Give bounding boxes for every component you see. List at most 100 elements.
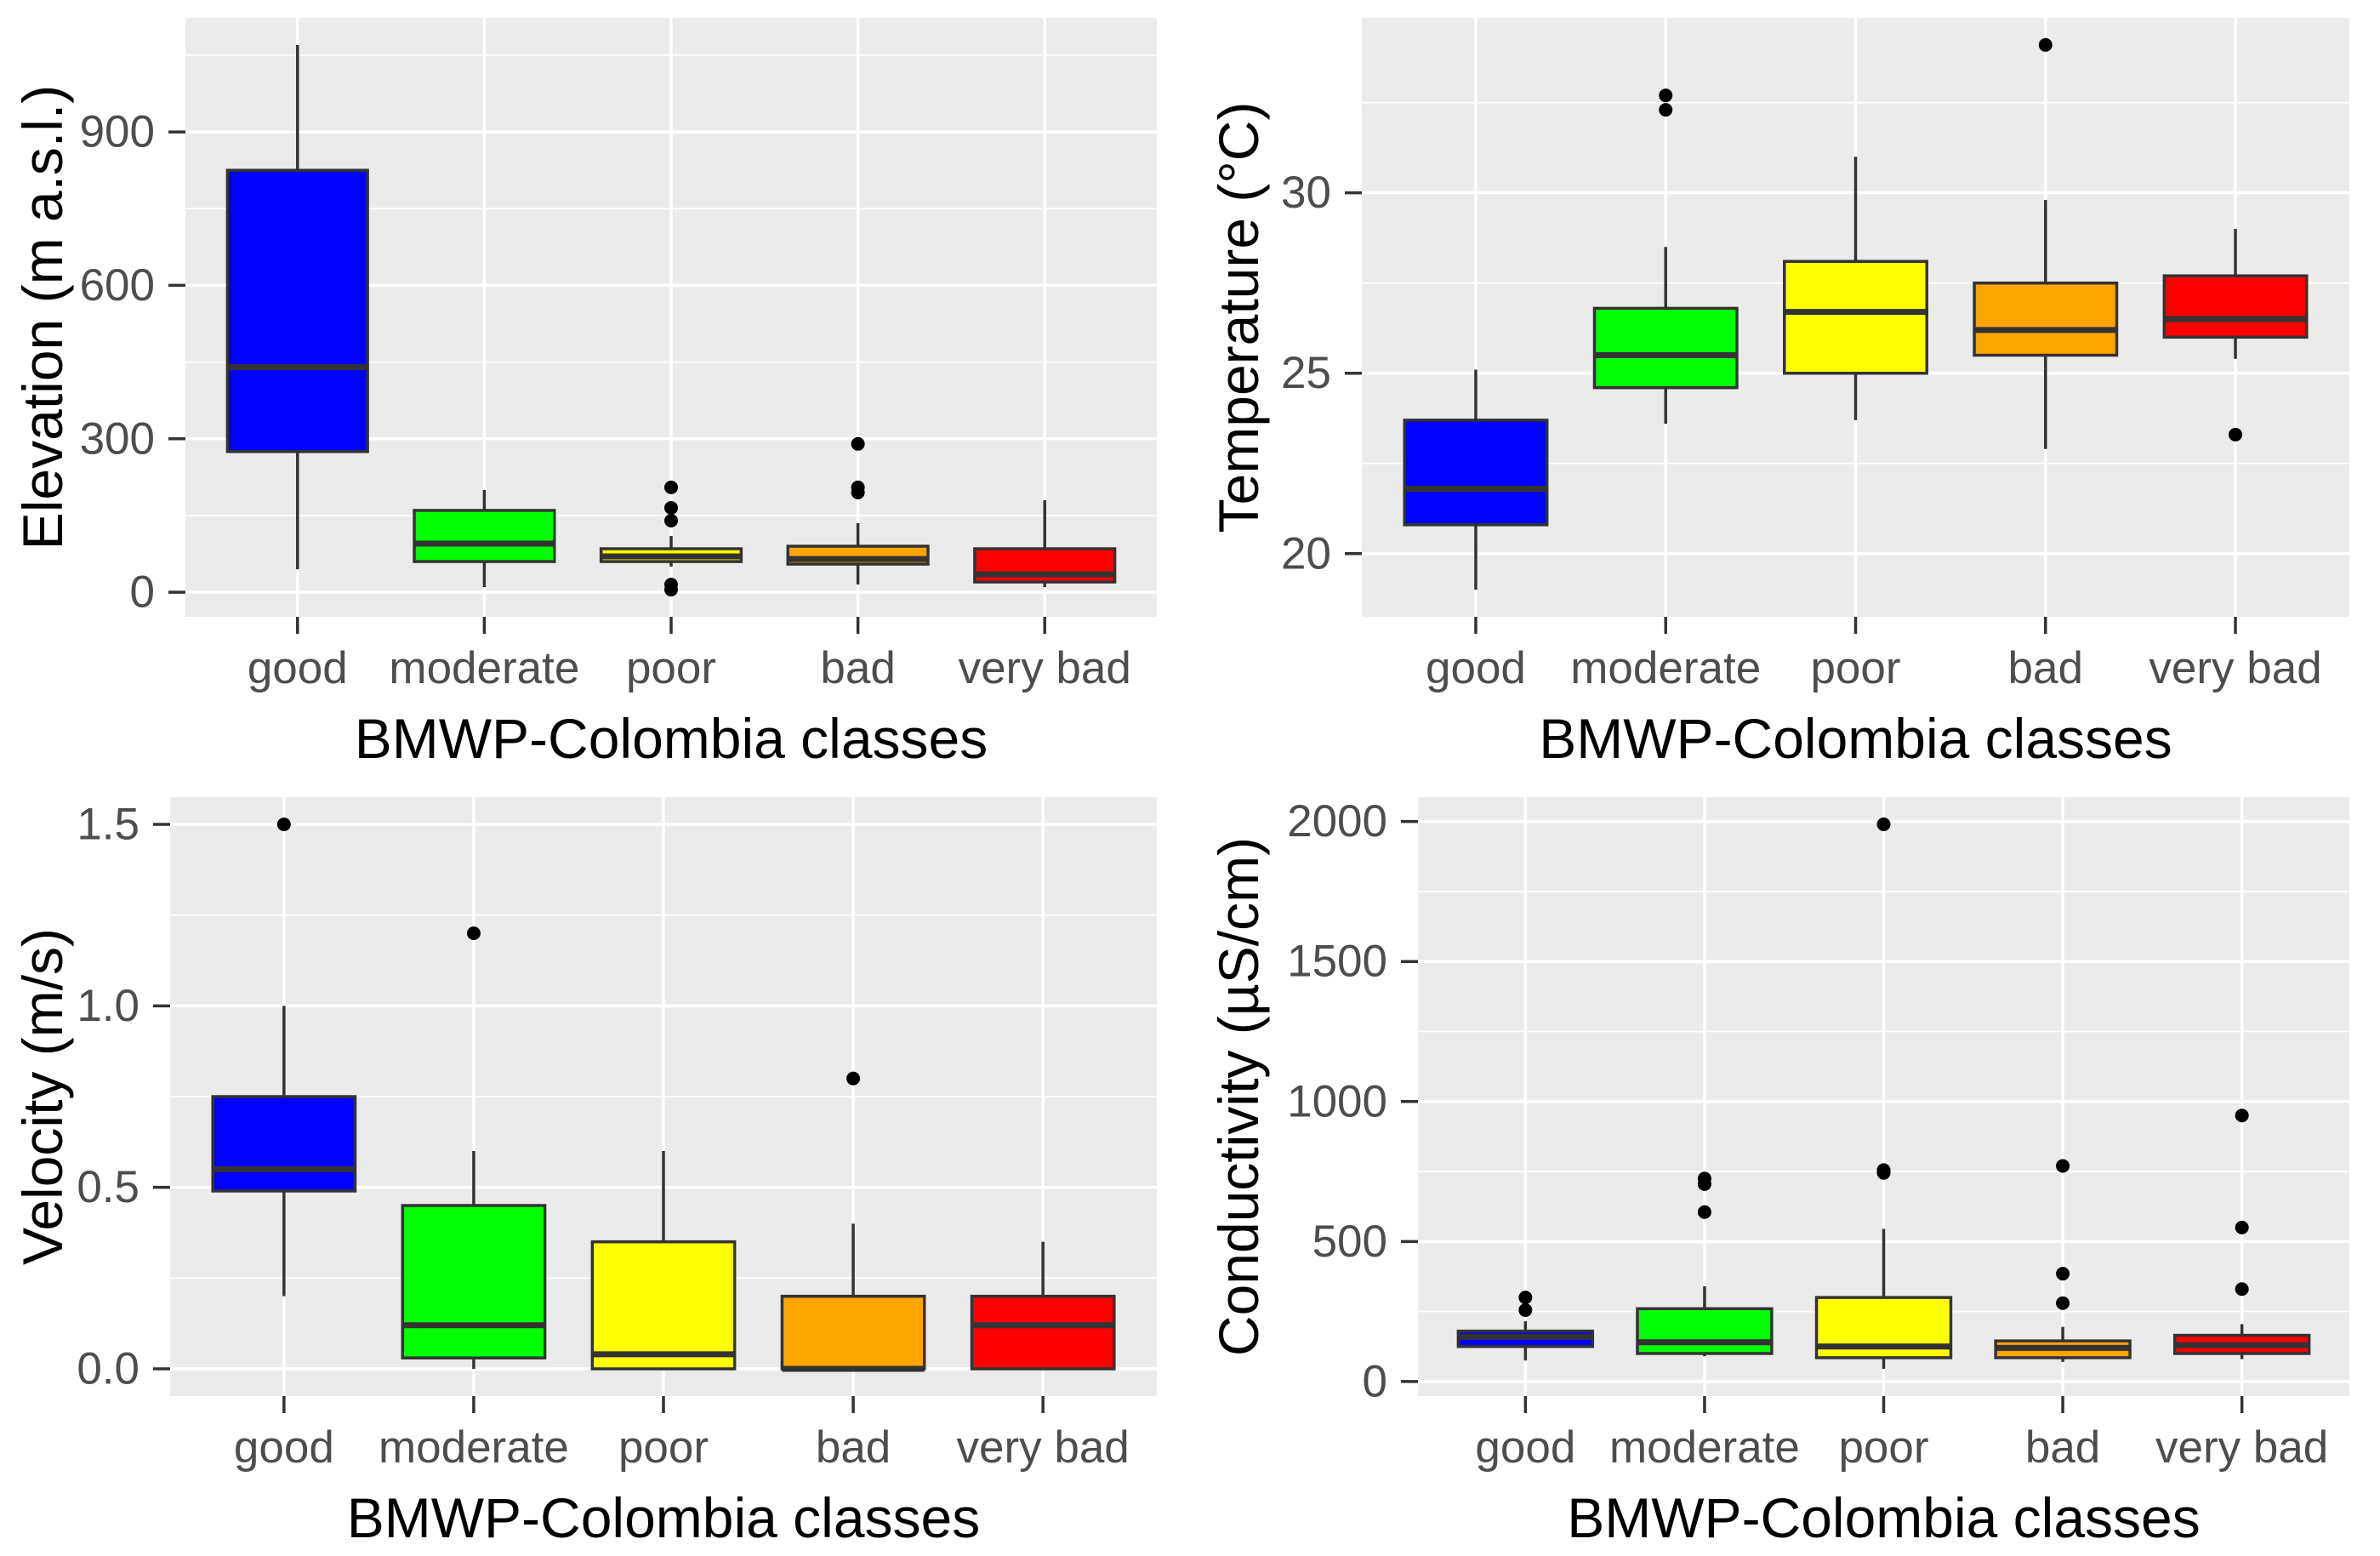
y-tick-label: 600	[80, 260, 155, 311]
y-tick-label: 25	[1281, 348, 1331, 398]
y-tick-label: 1500	[1287, 937, 1387, 987]
box-iqr	[1973, 281, 2119, 357]
box-very-bad	[970, 1241, 1116, 1371]
x-tick-label: good	[1475, 1422, 1575, 1473]
y-axis-title: Conductivity (µS/cm)	[1207, 837, 1270, 1356]
box-moderate	[1636, 1171, 1774, 1357]
outlier-point	[846, 1071, 861, 1086]
outlier-point	[664, 513, 678, 527]
outlier-point	[2235, 1282, 2249, 1297]
x-tick-label: moderate	[379, 1422, 569, 1473]
outlier-point	[2056, 1159, 2070, 1173]
x-tick-label: very bad	[957, 1422, 1130, 1473]
outlier-point	[664, 500, 678, 515]
x-axis-title: BMWP-Colombia classes	[355, 707, 988, 770]
outlier-point	[2235, 1109, 2249, 1123]
box-bad	[1994, 1159, 2132, 1362]
x-tick-label: good	[248, 643, 348, 693]
outlier-point	[1518, 1291, 1533, 1305]
y-axis-title: Velocity (m/s)	[11, 928, 74, 1265]
x-tick-label: poor	[618, 1422, 709, 1473]
outlier-point	[1876, 817, 1891, 831]
outlier-point	[851, 436, 865, 451]
y-tick-label: 300	[80, 413, 155, 464]
box-very-bad	[973, 499, 1117, 588]
outlier-point	[466, 926, 481, 940]
box-moderate	[1592, 88, 1739, 425]
box-good	[1403, 369, 1549, 590]
y-tick-label: 500	[1312, 1217, 1387, 1267]
box-very-bad	[2162, 229, 2309, 442]
box-poor	[1814, 817, 1953, 1370]
x-tick-label: bad	[2025, 1422, 2100, 1473]
outlier-point	[2235, 1220, 2249, 1234]
x-tick-label: moderate	[1570, 643, 1761, 693]
outlier-point	[2229, 427, 2243, 442]
y-tick-label: 1.5	[77, 800, 139, 850]
outlier-point	[2056, 1296, 2070, 1310]
x-tick-label: moderate	[1609, 1422, 1800, 1473]
y-tick-label: 0	[130, 567, 155, 618]
x-axis-title: BMWP-Colombia classes	[1539, 707, 2172, 770]
outlier-point	[2038, 37, 2053, 52]
box-good	[225, 44, 369, 570]
box-good	[211, 818, 357, 1297]
box-iqr	[970, 1294, 1116, 1371]
box-moderate	[401, 926, 547, 1369]
outlier-point	[664, 480, 678, 494]
box-iqr	[1783, 259, 1928, 375]
conductivity-boxplot: 0 500 1000 1500 2000 good moderate poor bad very …	[1207, 796, 2349, 1549]
box-bad	[780, 1071, 926, 1372]
outlier-point	[1876, 1163, 1891, 1177]
box-poor	[1783, 157, 1928, 420]
box-iqr	[413, 509, 556, 563]
outlier-point	[1659, 103, 1673, 117]
y-tick-label: 0.5	[77, 1162, 139, 1212]
y-tick-label: 2000	[1287, 796, 1387, 846]
outlier-point	[1659, 88, 1673, 103]
temperature-boxplot: 20 25 30 good moderate poor bad very bad BMWP-Co…	[1207, 18, 2349, 770]
box-iqr	[1636, 1307, 1774, 1355]
box-poor	[590, 1151, 737, 1371]
x-tick-label: moderate	[389, 643, 579, 693]
outlier-point	[276, 818, 291, 831]
box-iqr	[2162, 274, 2309, 339]
y-tick-label: 20	[1281, 528, 1331, 579]
y-tick-label: 0	[1363, 1356, 1387, 1406]
x-axis-title: BMWP-Colombia classes	[1567, 1486, 2201, 1549]
x-tick-label: poor	[1838, 1422, 1928, 1473]
y-axis-title: Elevation (m a.s.l.)	[11, 85, 74, 550]
outlier-point	[1697, 1205, 1711, 1219]
outlier-point	[664, 578, 678, 592]
y-tick-label: 30	[1281, 168, 1331, 218]
outlier-point	[851, 480, 865, 494]
box-bad	[1973, 37, 2119, 449]
x-tick-label: very bad	[959, 643, 1131, 693]
velocity-boxplot: 0.0 0.5 1.0 1.5 good moderate poor bad very bad B…	[11, 797, 1157, 1549]
box-moderate	[413, 489, 556, 588]
x-tick-label: very bad	[2149, 643, 2321, 693]
x-tick-label: poor	[1810, 643, 1900, 693]
x-tick-label: bad	[816, 1422, 891, 1473]
box-poor	[599, 480, 743, 597]
box-bad	[786, 436, 930, 585]
x-tick-label: poor	[626, 643, 716, 693]
box-iqr	[225, 168, 369, 453]
box-good	[1456, 1291, 1595, 1361]
box-very-bad	[2172, 1109, 2311, 1359]
x-tick-label: good	[234, 1422, 334, 1473]
x-axis-title: BMWP-Colombia classes	[347, 1486, 981, 1549]
box-iqr	[1403, 419, 1549, 527]
box-iqr	[211, 1095, 357, 1193]
x-tick-label: very bad	[2155, 1422, 2328, 1473]
y-tick-label: 900	[80, 107, 155, 157]
y-axis-title: Temperature (°C)	[1207, 102, 1270, 533]
x-tick-label: bad	[2008, 643, 2083, 693]
y-tick-label: 0.0	[77, 1344, 139, 1394]
outlier-point	[2056, 1267, 2070, 1281]
y-tick-label: 1000	[1287, 1076, 1387, 1126]
outlier-point	[1697, 1171, 1711, 1186]
box-iqr	[590, 1240, 737, 1371]
outlier-point	[1518, 1302, 1533, 1317]
